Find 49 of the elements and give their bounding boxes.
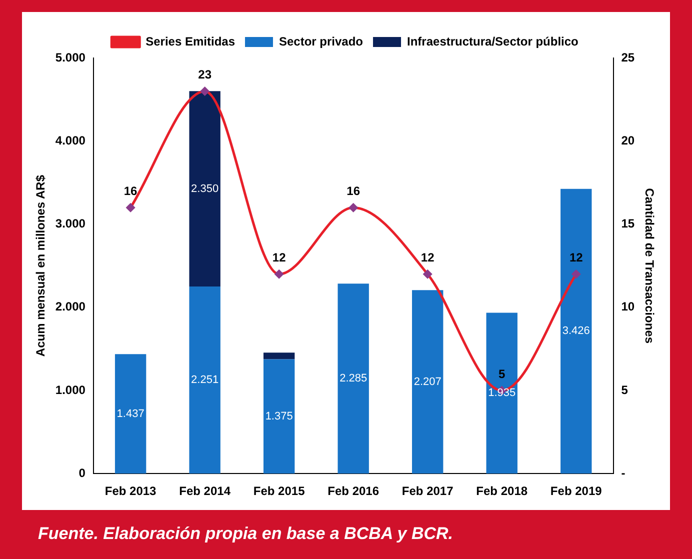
data-label: 12 xyxy=(420,250,435,264)
y-tick-label: 5.000 xyxy=(55,50,86,64)
data-label: 16 xyxy=(124,184,138,198)
data-label: 2.350 xyxy=(191,182,219,195)
data-label: 2.207 xyxy=(414,376,442,388)
bar xyxy=(263,352,295,360)
bar xyxy=(560,188,592,474)
y2-tick-label: 15 xyxy=(621,216,635,231)
x-tick-label: Feb 2018 xyxy=(476,484,528,498)
bar xyxy=(114,354,146,474)
data-label: 1.935 xyxy=(488,387,516,400)
data-label: 16 xyxy=(346,184,360,198)
x-tick-label: Feb 2019 xyxy=(550,484,602,498)
data-label: 12 xyxy=(569,250,584,264)
x-tick-label: Feb 2017 xyxy=(402,484,454,498)
y-tick-label: 3.000 xyxy=(55,216,86,231)
bar xyxy=(263,359,295,474)
y-axis-title: Acum mensual en millones AR$ xyxy=(34,174,48,357)
data-label: 12 xyxy=(272,250,286,264)
x-tick-label: Feb 2013 xyxy=(104,484,157,498)
x-tick-label: Feb 2015 xyxy=(253,484,306,498)
bar xyxy=(338,284,369,474)
y-tick-label: 1.000 xyxy=(55,382,86,397)
y2-axis-title: Cantidad de Transacciones xyxy=(642,188,656,344)
bar xyxy=(412,290,444,474)
y2-tick-label: 10 xyxy=(621,300,635,314)
legend-label: Sector privado xyxy=(278,34,364,48)
y2-tick-label: 5 xyxy=(621,382,628,397)
legend-label: Infraestructura/Sector público xyxy=(407,34,578,48)
data-label: 2.251 xyxy=(191,374,219,386)
y2-tick-label: 25 xyxy=(621,50,635,64)
data-label: 1.437 xyxy=(116,408,144,420)
bar xyxy=(486,312,518,474)
data-label: 3.426 xyxy=(562,325,590,338)
y-tick-label: 4.000 xyxy=(55,133,86,148)
y-tick-label: 2.000 xyxy=(55,300,86,314)
data-label: 23 xyxy=(198,68,212,82)
source-note: Fuente. Elaboración propia en base a BCBA y BCR. xyxy=(38,524,454,544)
y2-tick-label: - xyxy=(621,466,626,480)
bar xyxy=(189,91,220,286)
data-label: 1.375 xyxy=(265,410,293,422)
y2-tick-label: 20 xyxy=(621,133,635,148)
x-tick-label: Feb 2014 xyxy=(179,484,231,498)
x-tick-label: Feb 2016 xyxy=(328,484,380,498)
y-tick-label: 0 xyxy=(78,466,86,480)
bar xyxy=(189,286,220,474)
legend-label: Series Emitidas xyxy=(146,34,236,48)
data-label: 5 xyxy=(498,366,506,381)
data-label: 2.285 xyxy=(340,372,368,385)
